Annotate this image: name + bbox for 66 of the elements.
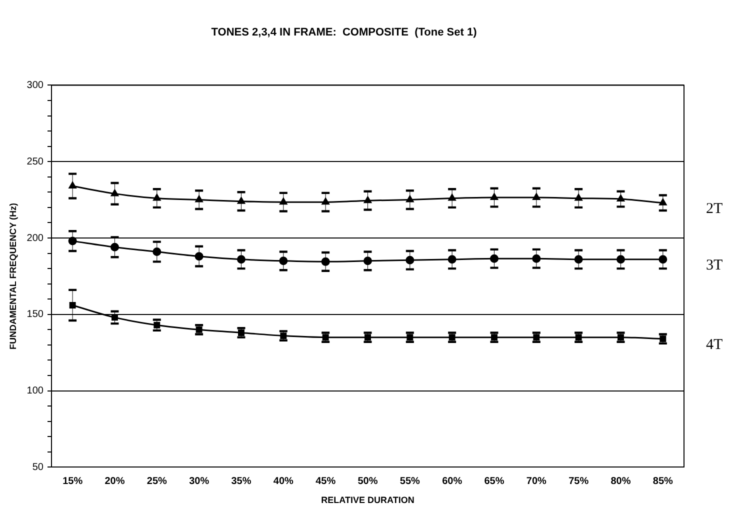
x-tick-label: 85% — [652, 476, 674, 487]
point — [490, 254, 498, 263]
y-tick-label: 200 — [26, 232, 44, 244]
y-tick-label: 250 — [26, 156, 44, 168]
x-tick-label: 35% — [231, 476, 252, 487]
point — [573, 332, 584, 344]
x-tick-label: 70% — [526, 476, 547, 487]
point — [195, 196, 203, 202]
point — [279, 256, 288, 266]
point — [659, 198, 667, 206]
x-tick-label: 50% — [358, 476, 378, 487]
point — [363, 256, 372, 266]
x-tick-label: 30% — [189, 476, 210, 487]
point — [658, 255, 668, 264]
x-tick-label: 20% — [104, 476, 125, 487]
point — [658, 333, 668, 345]
chart-title: TONES 2,3,4 IN FRAME: COMPOSITE (Tone Set 1) — [211, 26, 478, 39]
point — [153, 194, 161, 201]
x-tick-label: 25% — [146, 476, 168, 487]
point — [236, 327, 246, 338]
point — [574, 255, 583, 264]
x-tick-label: 45% — [316, 476, 336, 487]
text: 2T — [706, 200, 723, 217]
point — [152, 248, 162, 256]
point — [110, 189, 119, 196]
point — [531, 332, 542, 344]
y-tick-label: 150 — [26, 309, 44, 320]
point — [406, 196, 414, 202]
point — [616, 194, 625, 202]
point — [110, 310, 120, 325]
point — [616, 332, 626, 344]
point — [152, 318, 162, 332]
point — [236, 255, 246, 264]
point — [404, 332, 416, 344]
point — [406, 256, 414, 264]
point — [489, 332, 500, 344]
point — [237, 197, 246, 204]
point — [320, 332, 331, 344]
x-axis-title: RELATIVE DURATION — [321, 495, 414, 506]
x-tick-label: 15% — [62, 476, 83, 487]
point — [194, 324, 204, 336]
point — [448, 255, 456, 264]
point — [448, 194, 456, 201]
point — [446, 332, 458, 344]
point — [490, 193, 498, 200]
y-tick-label: 50 — [32, 462, 44, 473]
y-tick-label: 100 — [26, 386, 44, 397]
x-tick-label: 55% — [400, 476, 420, 487]
point — [532, 254, 541, 263]
point — [364, 196, 372, 204]
point — [110, 242, 119, 252]
point — [362, 332, 373, 344]
text: 3T — [706, 257, 723, 274]
text: 4T — [706, 336, 723, 353]
x-tick-label: 65% — [484, 476, 504, 487]
point — [532, 193, 540, 200]
point — [616, 255, 625, 264]
x-tick-label: 75% — [568, 476, 589, 487]
x-tick-label: 80% — [610, 476, 631, 487]
point — [278, 330, 289, 342]
x-tick-label: 40% — [273, 476, 294, 487]
y-axis-title: FUNDAMENTAL FREQUENCY (Hz) — [8, 202, 18, 350]
x-tick-label: 60% — [442, 476, 462, 487]
point — [574, 194, 582, 201]
y-tick-label: 300 — [26, 80, 44, 91]
point — [280, 198, 288, 205]
